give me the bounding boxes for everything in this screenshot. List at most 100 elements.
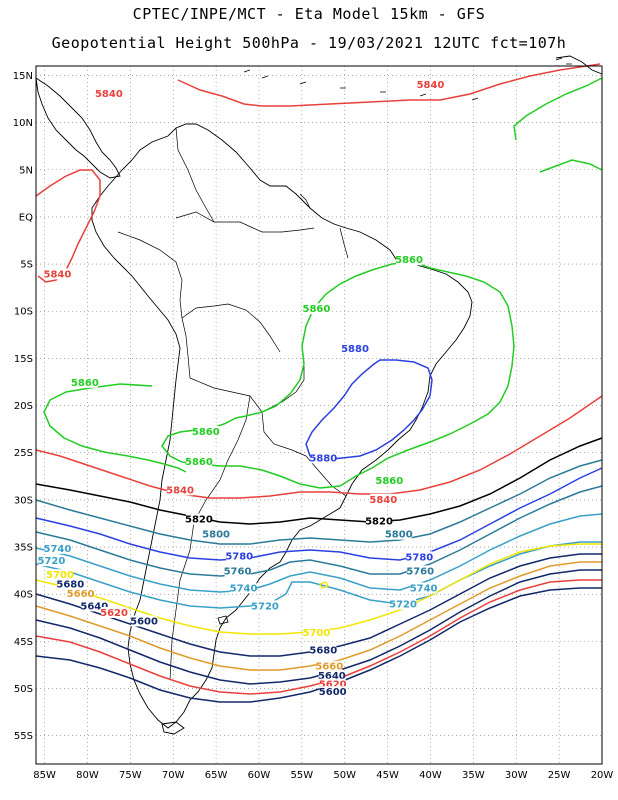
contour-label-bg bbox=[319, 678, 346, 690]
lon-tick-label: 25W bbox=[548, 770, 571, 781]
contour-label-bg bbox=[316, 660, 343, 672]
central-america-coastline bbox=[35, 77, 121, 179]
lon-tick-label: 70W bbox=[162, 770, 185, 781]
lon-tick-label: 60W bbox=[248, 770, 271, 781]
contour-label-bg bbox=[342, 342, 369, 354]
africa-coastline bbox=[555, 55, 603, 75]
contour-label-bg bbox=[192, 425, 219, 437]
contour-label: 5860 bbox=[192, 427, 220, 438]
contour-label-bg bbox=[230, 582, 257, 594]
contour-label-bg bbox=[47, 569, 74, 581]
coastline-borders bbox=[35, 55, 603, 735]
lon-tick-label: 35W bbox=[462, 770, 485, 781]
contour-5840-south bbox=[35, 395, 603, 499]
contour-label-bg bbox=[38, 555, 65, 567]
contour-5840-north bbox=[177, 63, 601, 107]
contour-label-bg bbox=[385, 528, 412, 540]
contour-label-bg bbox=[131, 615, 158, 627]
map-frame bbox=[35, 65, 603, 765]
contour-label: 5720 bbox=[38, 556, 66, 567]
contour-5860-atlantic bbox=[513, 77, 603, 141]
contour-label-bg bbox=[410, 582, 437, 594]
contour-label-bg bbox=[366, 515, 393, 527]
contour-label-bg bbox=[44, 542, 71, 554]
contour-label-bg bbox=[370, 493, 397, 505]
lat-tick-label: 45S bbox=[14, 637, 33, 648]
contour-label: 5740 bbox=[230, 583, 258, 594]
lon-tick-label: 50W bbox=[333, 770, 356, 781]
axis-labels: 15N 10N 5N EQ 5S 10S 15S 20S 25S 30S 35S 40S 45S 50S 5… bbox=[13, 71, 614, 781]
contour-label: 5680 bbox=[56, 580, 84, 591]
contour-label: 5600 bbox=[319, 687, 347, 698]
contour-5860-east bbox=[539, 159, 603, 173]
contour-label: 5600 bbox=[130, 616, 158, 627]
lat-tick-label: 10S bbox=[14, 307, 33, 318]
lon-tick-label: 40W bbox=[419, 770, 442, 781]
country-borders bbox=[117, 127, 349, 681]
lon-tick-label: 65W bbox=[205, 770, 228, 781]
lat-tick-label: EQ bbox=[19, 212, 33, 223]
contour-label-bg bbox=[224, 565, 251, 577]
contour-label: 5840 bbox=[417, 80, 445, 91]
contour-label-bg bbox=[319, 686, 346, 698]
lat-tick-label: 15N bbox=[13, 71, 33, 82]
lon-tick-label: 85W bbox=[33, 770, 56, 781]
lon-tick-label: 30W bbox=[505, 770, 528, 781]
lat-tick-label: 55S bbox=[14, 731, 33, 742]
lat-tick-label: 35S bbox=[14, 543, 33, 554]
contour-label-bg bbox=[203, 528, 230, 540]
contour-5800 bbox=[35, 459, 603, 545]
lon-tick-label: 75W bbox=[119, 770, 142, 781]
tierra-del-fuego bbox=[161, 721, 185, 735]
contour-label: 5620 bbox=[100, 608, 128, 619]
contour-label-bg bbox=[417, 78, 444, 90]
contour-label-bg bbox=[95, 88, 122, 100]
lat-tick-label: 5N bbox=[19, 165, 33, 176]
contour-label: 5760 bbox=[406, 566, 434, 577]
contour-label-bg bbox=[318, 670, 345, 682]
lon-tick-label: 45W bbox=[376, 770, 399, 781]
contour-label-bg bbox=[406, 551, 433, 563]
contour-label: 5700 bbox=[303, 628, 331, 639]
contour-label-bg bbox=[310, 452, 337, 464]
contour-5780 bbox=[35, 467, 603, 561]
contour-label: 5660 bbox=[67, 589, 95, 600]
contour-label-bg bbox=[226, 550, 253, 562]
contour-label: 5840 bbox=[44, 269, 72, 280]
lat-tick-label: 5S bbox=[20, 260, 33, 271]
lat-tick-label: 10N bbox=[13, 118, 33, 129]
contour-label-bg bbox=[67, 588, 94, 600]
contour-5880-high bbox=[305, 359, 433, 461]
contour-label: 5880 bbox=[309, 453, 337, 464]
contour-label-bg bbox=[71, 376, 98, 388]
contour-label-bg bbox=[376, 474, 403, 486]
contour-label: 5640 bbox=[318, 671, 346, 682]
contour-label: 5720 bbox=[251, 601, 279, 612]
lon-tick-label: 55W bbox=[291, 770, 314, 781]
caribbean-islands bbox=[243, 57, 572, 101]
contour-label: 5860 bbox=[395, 255, 423, 266]
contour-label: 5840 bbox=[166, 485, 194, 496]
contour-label: 5860 bbox=[303, 304, 331, 315]
contour-5840-pacific bbox=[35, 169, 101, 283]
contour-label: 5640 bbox=[80, 601, 108, 612]
contour-5720 bbox=[35, 541, 602, 609]
contour-label: 5620 bbox=[319, 680, 347, 691]
contour-label: 5760 bbox=[224, 566, 252, 577]
contour-5820 bbox=[35, 437, 603, 525]
contour-label: 5820 bbox=[365, 516, 393, 527]
contour-label-bg bbox=[185, 456, 212, 468]
map-subtitle: Geopotential Height 500hPa - 19/03/2021 … bbox=[51, 34, 567, 52]
lat-tick-label: 20S bbox=[14, 401, 33, 412]
contour-label: 5860 bbox=[375, 476, 403, 487]
contour-label: 5780 bbox=[405, 552, 433, 563]
contour-label: 5860 bbox=[185, 457, 213, 468]
contour-5860-west bbox=[43, 383, 187, 473]
contour-label: 5820 bbox=[185, 515, 213, 526]
contour-labels: 5840 5840 5840 5860 5860 5860 5860 5860 5860 5880… bbox=[38, 78, 445, 698]
contour-label: 5720 bbox=[389, 599, 417, 610]
contour-label-bg bbox=[390, 598, 417, 610]
contour-label-bg bbox=[251, 600, 278, 612]
contour-label-bg bbox=[407, 565, 434, 577]
